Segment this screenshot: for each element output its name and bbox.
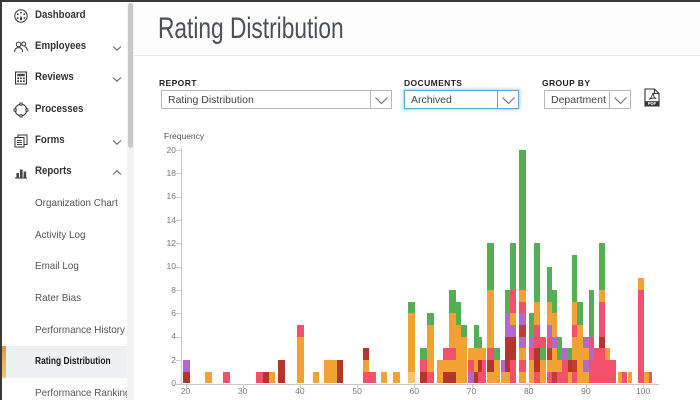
svg-text:PDF: PDF (648, 101, 657, 106)
